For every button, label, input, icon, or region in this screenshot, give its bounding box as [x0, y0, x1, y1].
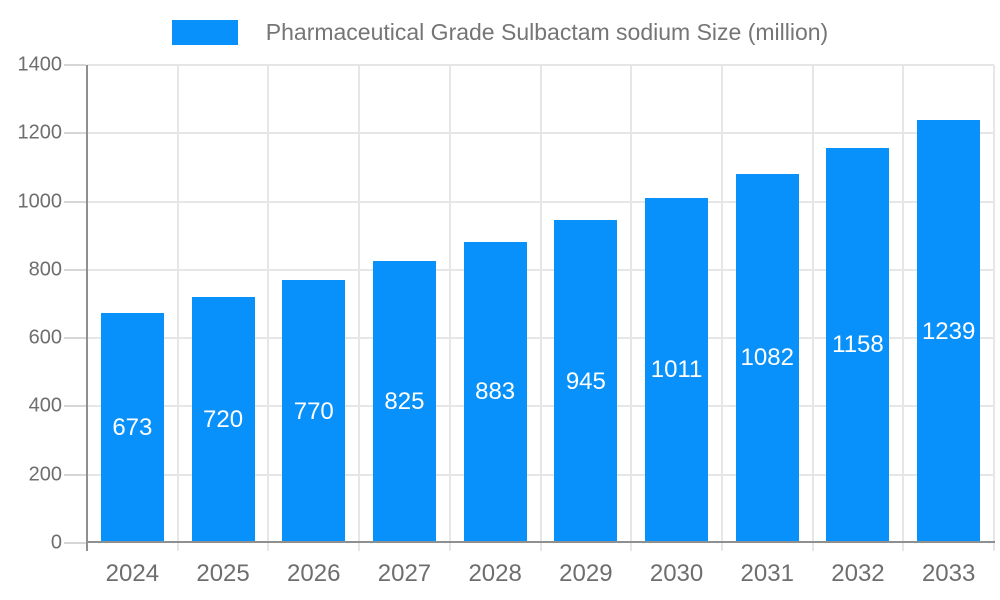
- x-axis-tick-label: 2032: [831, 560, 885, 587]
- y-tick-mark: [64, 132, 86, 135]
- y-tick-mark: [64, 542, 86, 544]
- bar: 883: [463, 241, 527, 543]
- bar: 1011: [645, 197, 709, 543]
- bar-value-label: 1239: [921, 317, 976, 345]
- bar-value-label: 945: [565, 367, 606, 395]
- x-axis-tick-label: 2033: [921, 560, 976, 587]
- gridline-vertical: [448, 65, 451, 551]
- bar-value-label: 1011: [650, 356, 703, 384]
- x-axis-tick-label: 2026: [287, 560, 341, 587]
- bar-value-label: 883: [475, 378, 516, 406]
- y-axis-tick-label: 0: [50, 531, 62, 554]
- legend-label: Pharmaceutical Grade Sulbactam sodium Si…: [265, 18, 829, 45]
- plot-area: 673 720 770 825 883 945 1011 1082 1158 1239: [86, 64, 995, 551]
- gridline-vertical: [993, 65, 995, 551]
- gridline-vertical: [630, 65, 633, 551]
- legend: Pharmaceutical Grade Sulbactam sodium Si…: [0, 16, 1000, 48]
- bar-value-label: 1158: [832, 331, 884, 359]
- y-axis-tick-label: 1400: [17, 53, 63, 76]
- gridline-vertical: [539, 65, 542, 551]
- legend-swatch-icon: [171, 19, 238, 45]
- x-axis-tick-label: 2030: [649, 560, 704, 587]
- bar: 673: [100, 313, 164, 543]
- bar: 1239: [917, 119, 981, 543]
- x-axis-tick-label: 2031: [740, 560, 794, 587]
- bar: 1082: [735, 173, 799, 543]
- y-tick-mark: [64, 473, 86, 476]
- y-tick-mark: [64, 337, 86, 340]
- bar: 1158: [826, 147, 890, 543]
- x-axis-tick-label: 2024: [105, 560, 160, 587]
- gridline-vertical: [720, 65, 723, 551]
- y-axis-tick-label: 200: [28, 463, 62, 486]
- legend-item[interactable]: Pharmaceutical Grade Sulbactam sodium Si…: [171, 18, 829, 46]
- bar: 720: [191, 297, 255, 543]
- bar: 945: [554, 220, 618, 543]
- y-axis-tick-label: 400: [28, 394, 62, 417]
- x-axis-tick-label: 2029: [559, 560, 613, 587]
- bar-value-label: 673: [112, 414, 153, 442]
- x-axis-tick-label: 2025: [196, 560, 250, 587]
- y-tick-mark: [64, 200, 86, 203]
- x-axis-tick-label: 2027: [377, 560, 432, 587]
- bar-value-label: 825: [384, 388, 425, 416]
- bar: 770: [282, 280, 346, 543]
- y-tick-mark: [64, 64, 86, 66]
- y-axis-line: [86, 65, 88, 551]
- x-axis-tick-label: 2028: [468, 560, 522, 587]
- y-tick-mark: [64, 268, 86, 271]
- y-axis-tick-label: 600: [28, 326, 62, 349]
- gridline-vertical: [267, 65, 270, 551]
- bar-value-label: 770: [293, 397, 334, 425]
- x-axis-line: [86, 541, 995, 543]
- y-tick-mark: [64, 405, 86, 408]
- gridline-vertical: [358, 65, 361, 551]
- gridline-vertical: [902, 65, 905, 551]
- bar-value-label: 720: [203, 406, 244, 434]
- gridline-vertical: [811, 65, 814, 551]
- y-axis-tick-label: 1200: [17, 121, 63, 144]
- gridline-vertical: [176, 65, 179, 551]
- bar: 825: [372, 261, 436, 543]
- bar-value-label: 1082: [740, 344, 794, 372]
- y-axis-tick-label: 1000: [17, 190, 63, 213]
- y-axis-tick-label: 800: [28, 258, 62, 281]
